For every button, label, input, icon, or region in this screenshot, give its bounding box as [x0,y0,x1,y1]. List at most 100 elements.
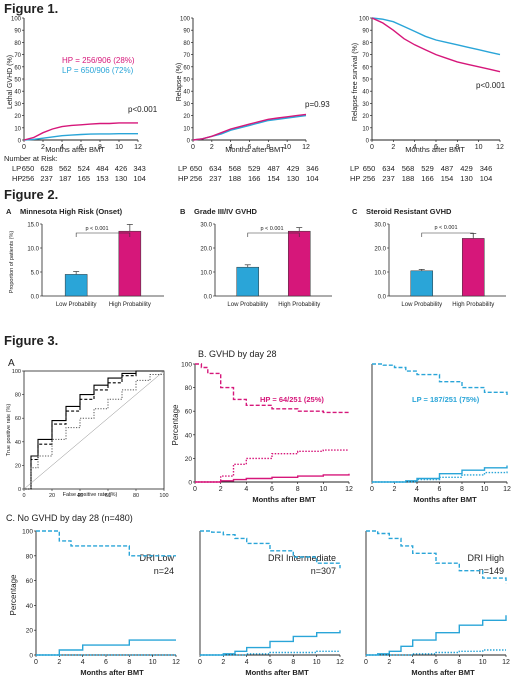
fig1-rfs-xtick-label: 0 [370,144,374,151]
fig3c-high-xtick-label: 2 [387,659,391,666]
fig1-relapse-ytick-label: 70 [183,53,190,59]
fig3c-high-xtick-label: 10 [479,659,487,666]
fig2-a-pvalue: p < 0.001 [85,226,108,232]
fig2-a-ytick-label: 10.0 [27,247,39,253]
fig2-a-ytick-label: 15.0 [27,223,39,229]
risk-title: Number at Risk: [4,154,58,163]
fig1-relapse-ytick-label: 60 [183,65,190,71]
fig3-b-hp-label: HP = 64/251 (25%) [260,395,324,404]
fig1-relapse-hp-line [192,113,307,141]
fig3c-high-xtick-label: 4 [411,659,415,666]
fig1-rfs-ytick-label: 70 [362,53,369,59]
fig2-a-category-label: Low Probability [56,302,97,308]
fig1-lethal-ytick-label: 60 [14,65,21,71]
fig3-c-low-label2: n=24 [154,566,174,576]
fig3c-low-ytick-label: 20 [26,628,34,635]
risk-hp-value: 256 [190,174,203,183]
fig1-relapse-xtick-label: 8 [266,144,270,151]
fig2-a-ylabel: Proportion of patients (%) [9,231,15,294]
fig2-c-bar-low [410,270,434,297]
fig1-lethal-ytick-label: 90 [14,29,21,35]
fig1-lethal-xtick-label: 2 [41,144,45,151]
roc-xtick-label: 80 [133,493,139,499]
fig3-c-xlabel-3: Months after BMT [411,668,475,677]
risk-lp-value: 529 [248,164,261,173]
fig3b-right-xtick-label: 12 [503,486,511,493]
fig3b-left-ytick-label: 60 [185,409,193,416]
fig3b-left-ytick-label: 80 [185,385,193,392]
roc-ytick-label: 0 [18,487,21,493]
risk-lp-value: 650 [22,164,35,173]
risk-lp-value: 343 [133,164,146,173]
fig1-relapse-xtick-label: 0 [191,144,195,151]
risk-lp-label: LP [178,164,187,173]
fig1-rfs-ytick-label: 60 [362,65,369,71]
fig1-rfs-lp-line [371,17,501,56]
fig3b-left-xtick-label: 2 [219,486,223,493]
fig1-rfs-xtick-label: 2 [391,144,395,151]
fig1-rfs-ytick-label: 40 [362,90,369,96]
fig2-c-bar-high [461,238,485,297]
fig2-c-ytick-label: 30.0 [374,223,386,229]
fig1-p2-xlabel: Months after BMT [225,145,285,154]
fig1-rfs-ytick-label: 0 [366,139,370,145]
fig1-relapse-ytick-label: 0 [187,139,191,145]
fig1-lethal-xtick-label: 12 [134,144,142,151]
risk-hp-label: HP [178,174,188,183]
fig1-relapse-ytick-label: 90 [183,29,190,35]
fig2-a-significance-bracket [75,232,131,237]
fig3c-int-xtick-label: 10 [313,659,321,666]
fig1-lethal-ytick-label: 30 [14,102,21,108]
fig1-panel-relapse: Relapse (%) p=0.93 Months after BMT [176,63,330,154]
fig2-c-ytick-label: 10.0 [374,271,386,277]
roc-xtick-label: 60 [105,493,111,499]
fig1-lethal-xtick-label: 0 [22,144,26,151]
risk-lp-label: LP [12,164,21,173]
fig3c-low-ytick-label: 0 [29,653,33,660]
fig1-relapse-ytick-label: 20 [183,114,190,120]
fig1-relapse-ytick-label: 50 [183,78,190,84]
fig3c-int-xtick-label: 2 [221,659,225,666]
risk-lp-value: 529 [421,164,434,173]
fig1-relapse-xtick-label: 4 [229,144,233,151]
fig1-rfs-xtick-label: 6 [434,144,438,151]
fig3b-right-xtick-label: 8 [460,486,464,493]
fig3b-left-xtick-label: 12 [345,486,353,493]
fig1-rfs-ytick-label: 20 [362,114,369,120]
fig3-roc-xlabel: False positive rate (%) [63,492,118,498]
risk-lp-value: 628 [40,164,53,173]
fig3b-left-xtick-label: 0 [193,486,197,493]
roc-ytick-label: 40 [15,440,21,446]
fig2-c-ytick-label: 0.0 [378,295,387,301]
roc-curve-reference [23,370,165,490]
fig2-c-pvalue: p < 0.001 [434,225,457,231]
roc-ytick-label: 100 [12,369,21,375]
roc-xtick-label: 20 [49,493,55,499]
fig3b-right-xtick-label: 10 [481,486,489,493]
fig2-b-ytick-label: 10.0 [200,271,212,277]
fig3b-hp-dashed [195,363,349,414]
fig2-b-category-label: Low Probability [227,302,268,308]
fig2-c-significance-bracket [421,232,474,237]
fig2-c-category-label: Low Probability [401,302,442,308]
fig3b-left-ytick-label: 40 [185,432,193,439]
risk-hp-value: 256 [22,174,35,183]
risk-hp-value: 237 [382,174,395,183]
risk-hp-value: 256 [363,174,376,183]
fig1-lethal-xtick-label: 8 [98,144,102,151]
fig3c-high-dotted-line [366,649,506,656]
fig3b-right-xtick-label: 2 [393,486,397,493]
roc-frame [23,370,165,490]
fig3-c-high-label2: n=149 [479,566,504,576]
fig1-risk-table: Number at Risk: LP HP LP HP LP HP [4,154,360,183]
fig2-b-category-label: High Probability [278,302,320,308]
fig2-a-bar-high [118,230,142,297]
fig3-roc-ylabel: True positive rate (%) [6,404,12,457]
fig1-lethal-ytick-label: 70 [14,53,21,59]
fig2-b-bar-high [287,230,311,297]
fig2-c-letter: C [352,207,358,216]
fig3c-int-xtick-label: 8 [291,659,295,666]
risk-hp-value: 130 [115,174,128,183]
fig1-lethal-xtick-label: 4 [60,144,64,151]
